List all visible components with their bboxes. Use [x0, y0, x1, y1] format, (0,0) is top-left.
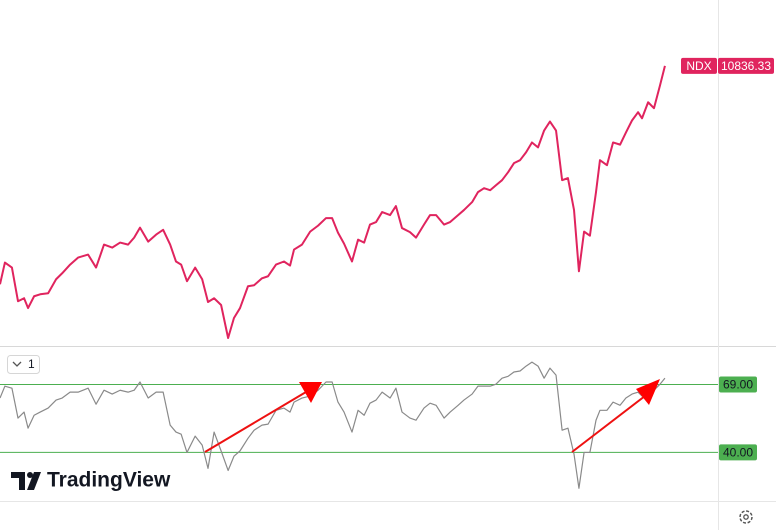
- marks: [0, 65, 718, 489]
- gear-hub: [743, 514, 749, 520]
- indicator-legend[interactable]: 1: [7, 355, 40, 374]
- labels: NDX 10836.33 69.00 40.00: [681, 57, 774, 461]
- annotation-arrows: [204, 379, 660, 453]
- logo-mark: [11, 472, 25, 490]
- logo-text: TradingView: [47, 469, 171, 492]
- indicator-legend-text: 1: [28, 357, 35, 371]
- arrow-line: [571, 395, 646, 453]
- level-label: 40.00: [723, 446, 753, 460]
- last-value-label: 10836.33: [721, 59, 771, 73]
- arrow-head: [636, 379, 660, 405]
- settings-icon[interactable]: [739, 510, 753, 524]
- logo: TradingView: [11, 469, 171, 492]
- symbol-label: NDX: [686, 59, 711, 73]
- logo-mark: [27, 472, 33, 478]
- series-line: [0, 65, 666, 339]
- level-label-box: [719, 376, 757, 393]
- series-line: [0, 361, 666, 489]
- chevron-icon: [12, 361, 22, 367]
- last-value-box: [718, 57, 774, 74]
- logo-mark: [27, 472, 41, 490]
- arrow-line: [204, 391, 307, 453]
- level-label-box: [719, 444, 757, 461]
- legend-box[interactable]: [7, 355, 40, 374]
- gear[interactable]: [739, 510, 753, 524]
- symbol-label-box: [681, 57, 717, 74]
- level-label: 69.00: [723, 378, 753, 392]
- arrow-head: [299, 382, 322, 403]
